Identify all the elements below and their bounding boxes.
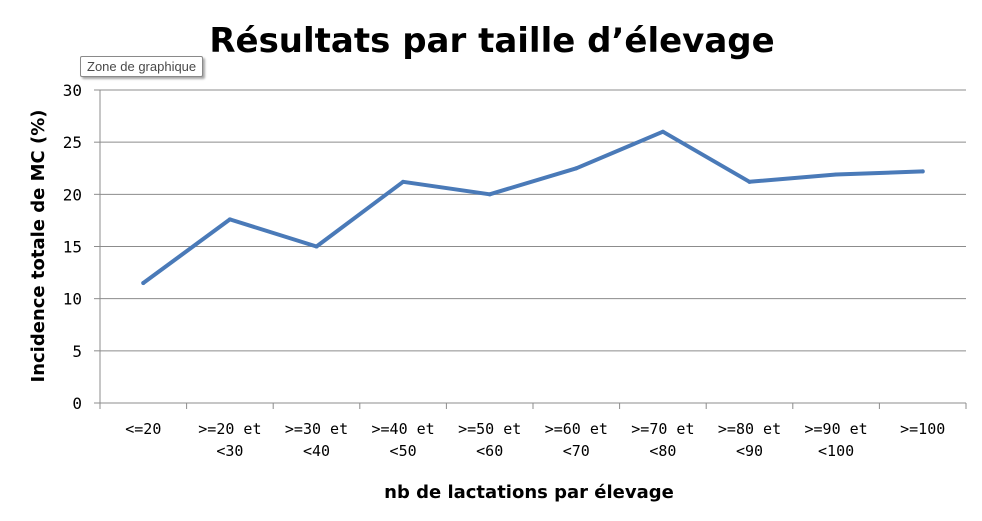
x-tick-label-line: <=20 [125,420,161,438]
x-tick-label-line: >=60 et [545,420,608,438]
x-tick-label-line: <70 [563,442,590,460]
x-tick-label: >=20 et <30 [198,420,261,460]
series-line [141,129,925,285]
series-layer [141,129,925,286]
x-tick-label-line: >=80 et [718,420,781,438]
x-tick-label-line: >=70 et [631,420,694,438]
x-tick-label: >=70 et <80 [631,420,694,460]
data-point [747,179,752,184]
x-tick-label-line: >=40 et [371,420,434,438]
data-point [314,244,319,249]
x-tick-label: <=20 [125,420,161,438]
y-tick-label: 30 [63,81,82,100]
x-tick-label: >=50 et <60 [458,420,521,460]
gridlines [100,89,966,352]
x-tick-label: >=40 et <50 [371,420,434,460]
data-point [920,169,925,174]
x-tick-label: >=80 et <90 [718,420,781,460]
x-tick-label-line: <90 [736,442,763,460]
y-tick-label: 25 [63,133,82,152]
x-tick-label-line: <40 [303,442,330,460]
data-point [487,192,492,197]
x-tick-label-line: >=50 et [458,420,521,438]
data-point [401,179,406,184]
data-point [141,281,146,286]
x-tick-label: >=60 et <70 [545,420,608,460]
x-tick-label-line: >=90 et [804,420,867,438]
chart-area-tooltip: Zone de graphique [80,56,204,77]
x-tick-label-line: <80 [649,442,676,460]
x-axis-title: nb de lactations par élevage [384,482,674,503]
x-tick-label: >=100 [900,420,945,438]
y-tick-label: 0 [72,394,82,413]
data-point [574,166,579,171]
x-tick-label: >=30 et <40 [285,420,348,460]
x-tick-label-line: >=100 [900,420,945,438]
data-point [834,172,839,177]
x-tick-labels: <=20 >=20 et <30 >=30 et <40 >=40 et <50 >=50 e… [125,420,945,460]
y-tick-labels: 0 5 10 15 20 25 30 [63,81,82,413]
data-point [227,217,232,222]
axes [94,89,967,409]
y-tick-label: 15 [63,238,82,257]
x-tick-label-line: <50 [390,442,417,460]
x-tick-label-line: <30 [216,442,243,460]
x-tick-label-line: <60 [476,442,503,460]
y-tick-label: 10 [63,290,82,309]
chart-title: Résultats par taille d’élevage [209,21,774,61]
data-point [660,129,665,134]
y-axis-title: Incidence totale de MC (%) [28,109,49,382]
x-tick-label-line: <100 [818,442,854,460]
x-tick-label-line: >=30 et [285,420,348,438]
y-tick-label: 5 [72,342,82,361]
y-tick-label: 20 [63,185,82,204]
x-tick-label-line: >=20 et [198,420,261,438]
x-tick-label: >=90 et <100 [804,420,867,460]
